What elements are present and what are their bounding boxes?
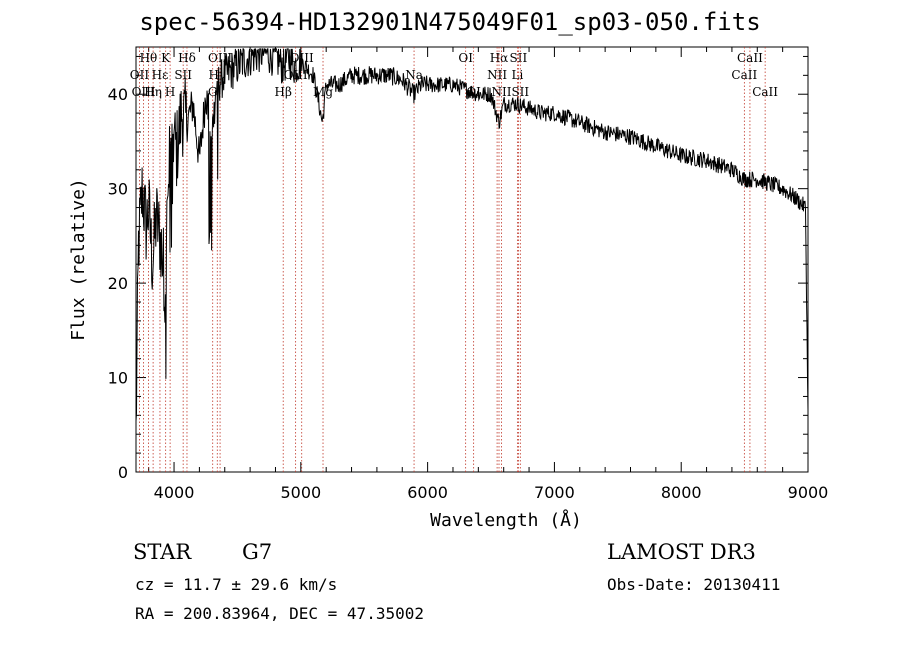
line-label: OII xyxy=(130,68,150,82)
x-tick-label: 9000 xyxy=(788,483,829,502)
y-axis-label: Flux (relative) xyxy=(68,178,89,341)
line-label: Hδ xyxy=(178,51,196,65)
line-label: NII xyxy=(492,85,512,99)
line-label: OIII xyxy=(132,85,156,99)
line-label: SII xyxy=(510,51,528,65)
object-type: STAR xyxy=(133,540,192,564)
y-tick-label: 30 xyxy=(108,180,128,199)
line-label: Hβ xyxy=(275,85,292,99)
object-subclass: G7 xyxy=(242,540,273,564)
line-label: Li xyxy=(511,68,523,82)
line-label: H xyxy=(165,85,175,99)
line-label: Hη xyxy=(144,85,162,99)
line-label: Hθ xyxy=(140,51,158,65)
x-tick-label: 5000 xyxy=(280,483,321,502)
line-label: CaII xyxy=(737,51,763,65)
x-tick-label: 6000 xyxy=(407,483,448,502)
line-label: Hα xyxy=(490,51,509,65)
y-tick-label: 10 xyxy=(108,369,128,388)
coordinates-text: RA = 200.83964, DEC = 47.35002 xyxy=(135,604,424,623)
survey-name: LAMOST DR3 xyxy=(607,540,756,564)
chart-title: spec-56394-HD132901N475049F01_sp03-050.f… xyxy=(139,8,761,36)
line-label: CaII xyxy=(731,68,757,82)
line-label: Hε xyxy=(152,68,169,82)
x-tick-label: 7000 xyxy=(534,483,575,502)
obs-date: Obs-Date: 20130411 xyxy=(607,575,781,594)
line-label: Na xyxy=(405,68,423,82)
line-label: CaII xyxy=(752,85,778,99)
x-tick-label: 4000 xyxy=(154,483,195,502)
y-tick-label: 20 xyxy=(108,274,128,293)
redshift-text: cz = 11.7 ± 29.6 km/s xyxy=(135,575,338,594)
plot-frame xyxy=(135,46,809,473)
line-label: G xyxy=(208,85,218,99)
line-label: SII xyxy=(174,68,192,82)
x-tick-label: 8000 xyxy=(661,483,702,502)
spectrum-line xyxy=(135,48,809,422)
line-label: NII xyxy=(487,68,507,82)
y-tick-label: 40 xyxy=(108,85,128,104)
line-label: OI xyxy=(458,51,473,65)
x-axis-label: Wavelength (Å) xyxy=(430,509,582,531)
line-label: SII xyxy=(511,85,529,99)
line-label: K xyxy=(161,51,171,65)
y-tick-label: 0 xyxy=(118,463,128,482)
